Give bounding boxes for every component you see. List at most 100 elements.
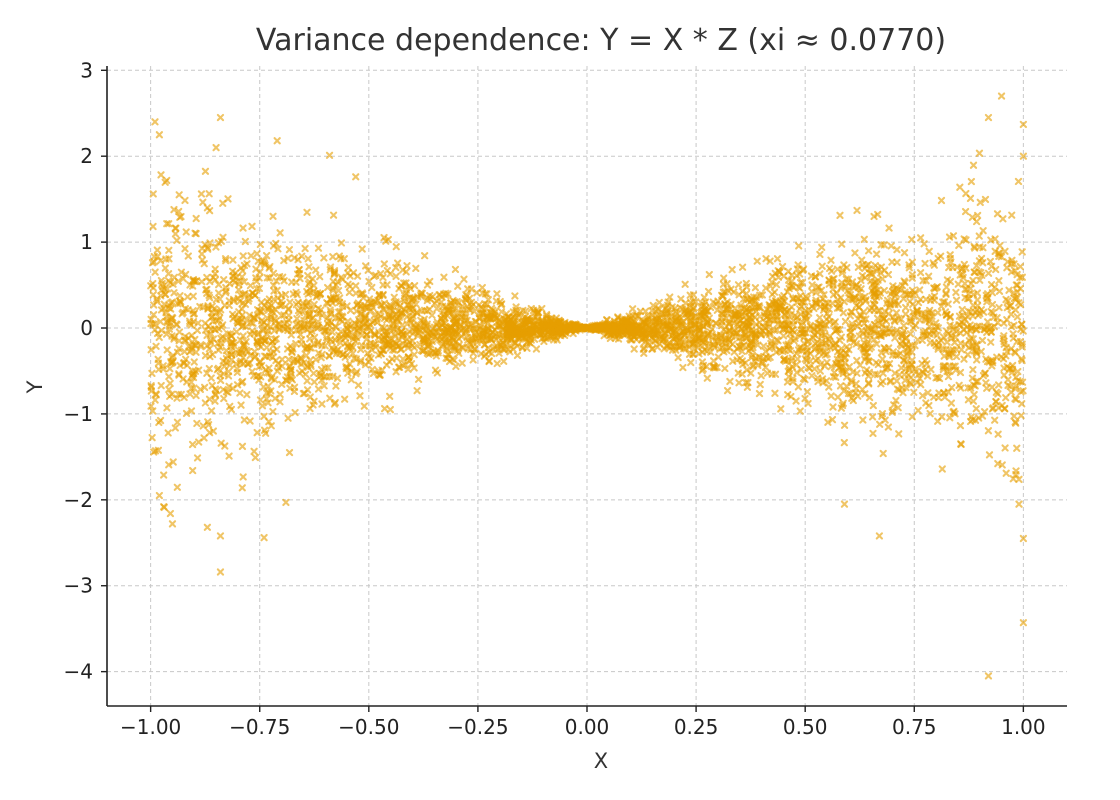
data-point — [870, 292, 878, 300]
data-point — [269, 295, 278, 304]
data-point — [1004, 297, 1012, 305]
data-point — [810, 365, 819, 373]
data-point — [380, 260, 388, 268]
data-point — [840, 387, 848, 395]
data-point — [894, 404, 902, 412]
y-tick-label: 1 — [80, 230, 93, 254]
data-point — [392, 298, 400, 306]
data-point — [292, 288, 300, 297]
data-point — [173, 418, 182, 426]
data-point — [302, 302, 310, 310]
data-point — [363, 349, 372, 357]
data-point — [873, 314, 882, 322]
data-point — [318, 350, 326, 359]
data-point — [871, 301, 879, 309]
data-point — [252, 274, 260, 282]
data-point — [251, 353, 259, 362]
data-point — [858, 385, 867, 394]
data-point — [254, 339, 262, 347]
data-point — [681, 280, 689, 288]
data-point — [735, 379, 743, 387]
data-point — [149, 407, 157, 415]
data-point — [667, 315, 675, 324]
data-point — [157, 326, 166, 335]
data-point — [314, 385, 323, 393]
data-point — [886, 376, 895, 385]
data-point — [493, 359, 501, 368]
data-point — [335, 331, 343, 339]
data-point — [204, 245, 212, 253]
data-point — [272, 356, 280, 365]
data-point — [743, 383, 752, 391]
data-point — [413, 387, 421, 395]
data-point — [159, 365, 167, 373]
data-point — [767, 339, 775, 348]
data-point — [305, 344, 314, 352]
data-point — [930, 261, 938, 269]
data-point — [777, 321, 785, 329]
data-point — [816, 367, 824, 375]
data-point — [269, 212, 277, 220]
data-point — [409, 295, 417, 303]
data-point — [240, 416, 249, 424]
data-point — [366, 339, 374, 347]
data-point — [940, 298, 949, 306]
data-point — [460, 319, 469, 327]
data-point — [287, 331, 295, 339]
data-point — [972, 341, 981, 350]
data-point — [923, 372, 932, 380]
data-point — [1015, 475, 1023, 484]
data-point — [884, 296, 892, 304]
data-point — [734, 369, 742, 377]
data-point — [815, 283, 823, 291]
data-point — [982, 355, 990, 363]
data-point — [821, 321, 830, 329]
data-point — [212, 243, 220, 251]
data-point — [321, 327, 329, 336]
data-point — [983, 294, 991, 303]
data-point — [285, 363, 293, 371]
data-point — [954, 280, 962, 288]
data-point — [933, 331, 941, 339]
data-point — [236, 389, 244, 397]
data-point — [483, 330, 491, 338]
data-point — [973, 356, 981, 364]
x-tick-label: 0.50 — [783, 715, 828, 739]
data-point — [1014, 367, 1022, 376]
data-point — [203, 342, 211, 350]
data-point — [981, 369, 989, 377]
data-point — [183, 378, 191, 386]
data-point — [243, 390, 251, 399]
data-point — [483, 313, 491, 321]
data-point — [1003, 316, 1011, 324]
data-point — [689, 350, 697, 358]
data-point — [832, 326, 840, 334]
data-point — [960, 355, 968, 363]
scatter-points — [147, 92, 1028, 680]
data-point — [165, 461, 173, 469]
data-point — [151, 268, 159, 276]
data-point — [952, 345, 961, 354]
data-point — [183, 293, 192, 301]
data-point — [392, 243, 400, 251]
data-point — [915, 286, 924, 294]
data-point — [470, 345, 479, 354]
data-point — [839, 369, 847, 378]
data-point — [995, 404, 1003, 412]
data-point — [461, 296, 470, 304]
data-point — [237, 291, 245, 299]
data-point — [284, 254, 292, 263]
data-point — [189, 310, 198, 318]
data-point — [989, 309, 997, 317]
data-point — [380, 306, 388, 315]
data-point — [244, 360, 252, 368]
data-point — [290, 357, 298, 366]
data-point — [630, 345, 638, 353]
data-point — [150, 448, 158, 456]
x-tick-label: 0.75 — [892, 715, 937, 739]
data-point — [365, 277, 373, 286]
data-point — [204, 418, 212, 426]
data-point — [807, 323, 815, 331]
data-point — [827, 392, 835, 400]
data-point — [690, 304, 698, 312]
